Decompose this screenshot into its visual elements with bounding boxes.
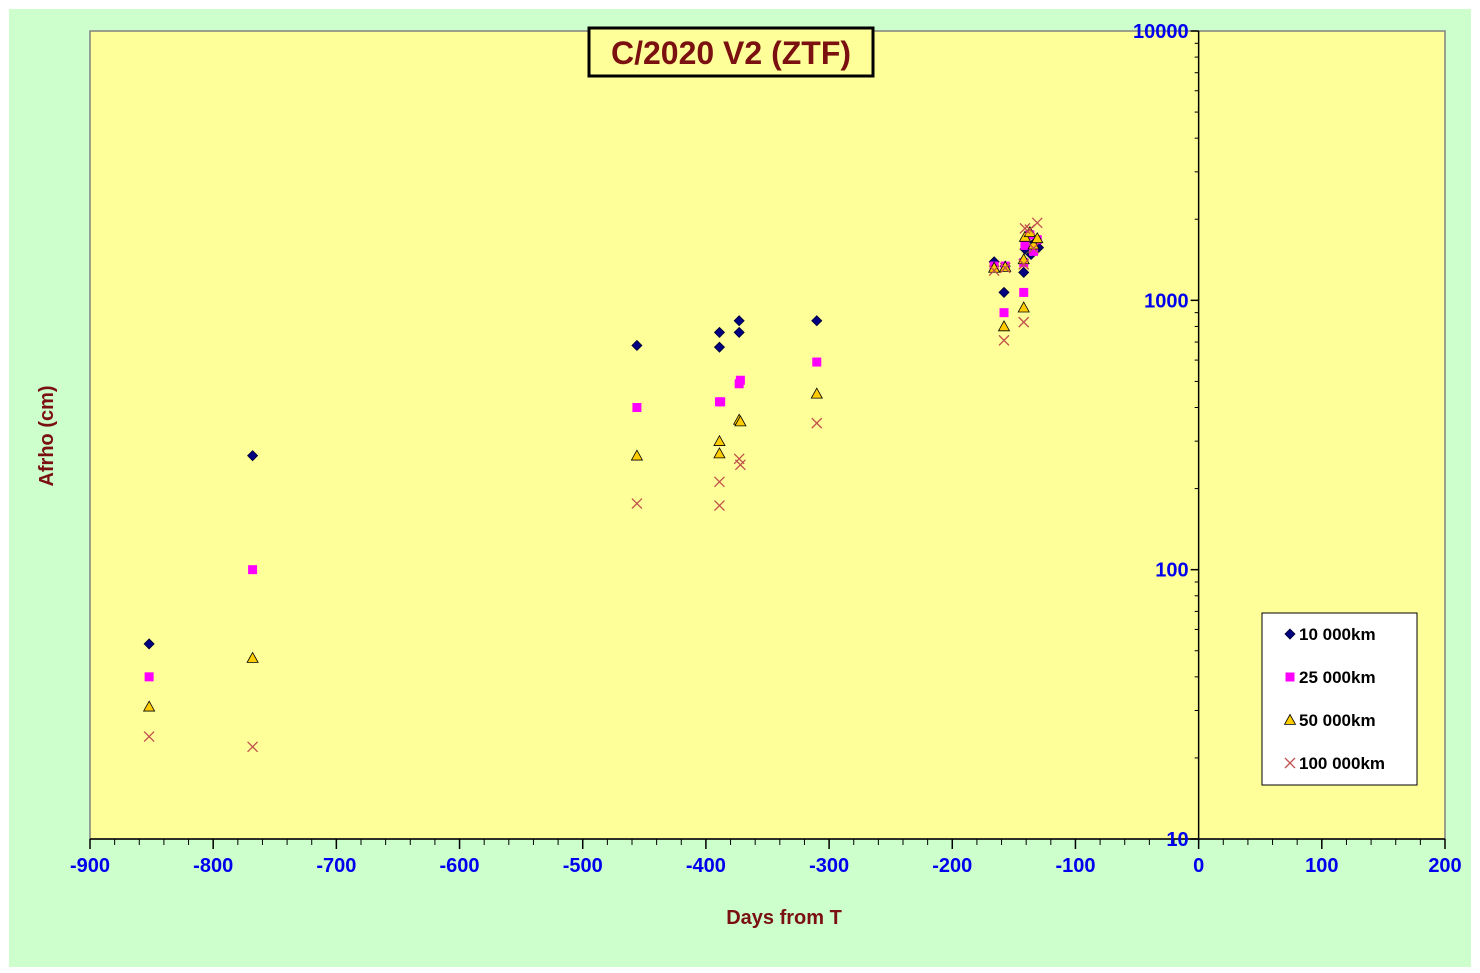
data-point-25000km — [812, 357, 822, 367]
chart-title: C/2020 V2 (ZTF) — [611, 35, 851, 71]
data-point-25000km — [735, 375, 745, 385]
data-point-100000km — [1018, 316, 1030, 328]
x-tick-label: -800 — [193, 855, 233, 877]
data-point-10000km — [733, 326, 745, 338]
data-point-50000km — [999, 260, 1012, 272]
y-axis-title: Afrho (cm) — [36, 385, 58, 486]
x-tick-label: 100 — [1305, 855, 1338, 877]
x-major-ticks — [89, 839, 1446, 849]
data-point-50000km — [713, 447, 726, 459]
data-point-25000km — [1019, 287, 1029, 297]
x-tick-labels: -900 -800 -700 -600 -500 -400 -300 -200 -100 0 100… — [70, 855, 1462, 877]
data-point-100000km — [988, 265, 1000, 277]
data-point-100000km — [631, 498, 643, 510]
x-axis-title: Days from T — [726, 907, 842, 929]
data-point-10000km — [631, 339, 643, 352]
x-tick-label: -900 — [70, 855, 110, 877]
plot-area — [89, 30, 1446, 840]
data-point-50000km — [630, 449, 644, 461]
data-point-100000km — [1028, 242, 1040, 254]
legend-marker-50000km — [1283, 713, 1297, 725]
legend-label-100000km: 100 000km — [1299, 754, 1385, 773]
data-point-25000km — [248, 565, 258, 575]
x-tick-label: -400 — [686, 855, 726, 877]
data-point-50000km — [1031, 231, 1044, 244]
legend-marker-10000km — [1284, 628, 1296, 640]
data-point-100000km — [999, 262, 1011, 274]
data-point-100000km — [998, 334, 1010, 346]
x-tick-label: -200 — [932, 855, 972, 877]
data-point-10000km — [733, 315, 745, 327]
x-tick-label: -100 — [1055, 855, 1095, 877]
x-tick-label: -700 — [316, 855, 356, 877]
data-point-10000km — [143, 638, 155, 650]
x-tick-label: 200 — [1428, 855, 1461, 877]
legend-label-50000km: 50 000km — [1299, 711, 1376, 730]
x-tick-label: -600 — [440, 855, 480, 877]
legend-label-10000km: 10 000km — [1299, 625, 1376, 644]
data-point-25000km — [144, 672, 154, 682]
y-tick-label: 1000 — [1144, 290, 1189, 312]
legend-marker-25000km — [1285, 672, 1295, 682]
series-50000km — [142, 225, 1044, 712]
series-100000km — [143, 217, 1043, 753]
data-point-100000km — [1018, 258, 1030, 270]
x-tick-label: -500 — [563, 855, 603, 877]
data-point-10000km — [713, 341, 726, 353]
chart-title-frame — [587, 26, 875, 78]
data-point-10000km — [998, 286, 1010, 298]
data-point-50000km — [246, 651, 259, 663]
data-point-10000km — [811, 315, 823, 327]
data-point-100000km — [713, 476, 725, 488]
data-point-25000km — [1020, 240, 1030, 250]
y-tick-label: 100 — [1155, 560, 1188, 582]
x-tick-label: 0 — [1193, 855, 1204, 877]
data-point-25000km — [999, 308, 1009, 318]
data-point-10000km — [1018, 266, 1030, 278]
data-point-100000km — [1031, 217, 1043, 229]
data-point-100000km — [811, 417, 823, 429]
y-tick-labels: 10 100 1000 10000 — [1133, 21, 1189, 851]
legend-label-25000km: 25 000km — [1299, 668, 1376, 687]
data-point-50000km — [142, 700, 156, 712]
data-point-25000km — [716, 397, 726, 407]
data-point-100000km — [143, 731, 155, 743]
data-point-50000km — [810, 387, 823, 399]
data-point-100000km — [247, 741, 259, 753]
x-tick-label: -300 — [809, 855, 849, 877]
data-point-50000km — [1017, 301, 1030, 313]
data-points — [142, 217, 1045, 753]
y-tick-label: 10 — [1166, 829, 1188, 851]
data-point-50000km — [713, 434, 726, 446]
data-point-50000km — [734, 415, 747, 427]
data-point-10000km — [713, 326, 726, 338]
data-point-25000km — [632, 403, 642, 413]
y-tick-label: 10000 — [1133, 21, 1189, 43]
legend: 10 000km 25 000km 50 000km 100 000km — [1261, 612, 1418, 786]
legend-box — [1261, 612, 1418, 786]
data-point-10000km — [247, 450, 259, 462]
data-point-100000km — [713, 500, 725, 512]
data-point-100000km — [734, 459, 746, 471]
legend-marker-100000km — [1284, 757, 1296, 769]
data-point-50000km — [997, 320, 1011, 332]
data-point-25000km — [1029, 246, 1039, 256]
chart-title-box: C/2020 V2 (ZTF) — [587, 26, 875, 78]
